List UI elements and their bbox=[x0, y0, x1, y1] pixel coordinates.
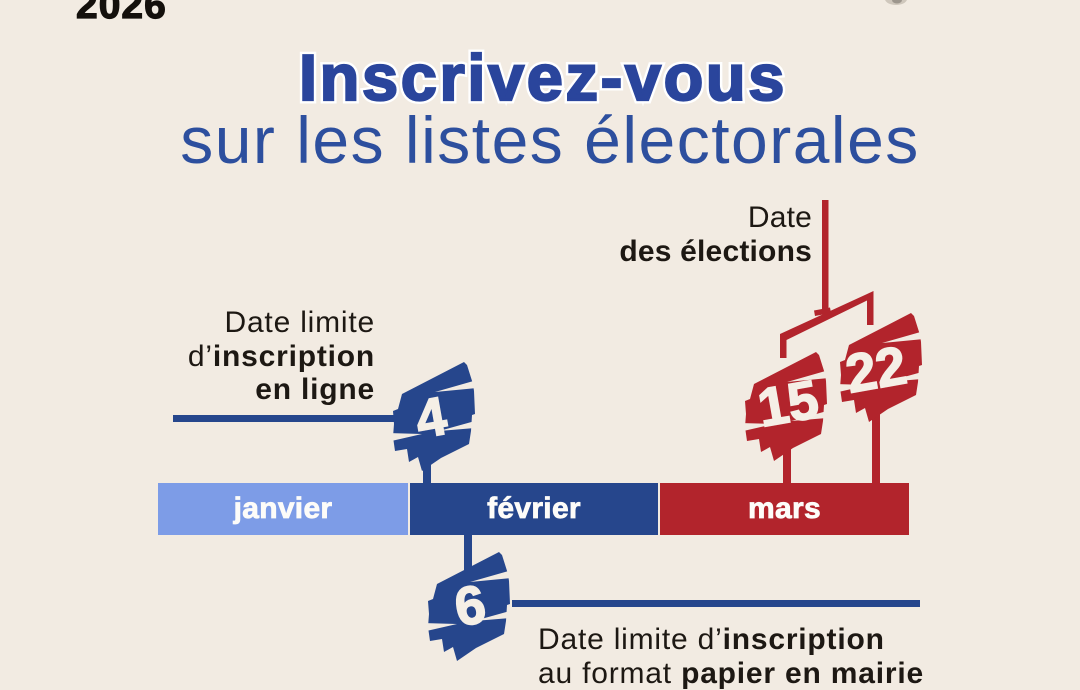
svg-text:22: 22 bbox=[841, 335, 911, 405]
svg-text:15: 15 bbox=[753, 369, 823, 439]
